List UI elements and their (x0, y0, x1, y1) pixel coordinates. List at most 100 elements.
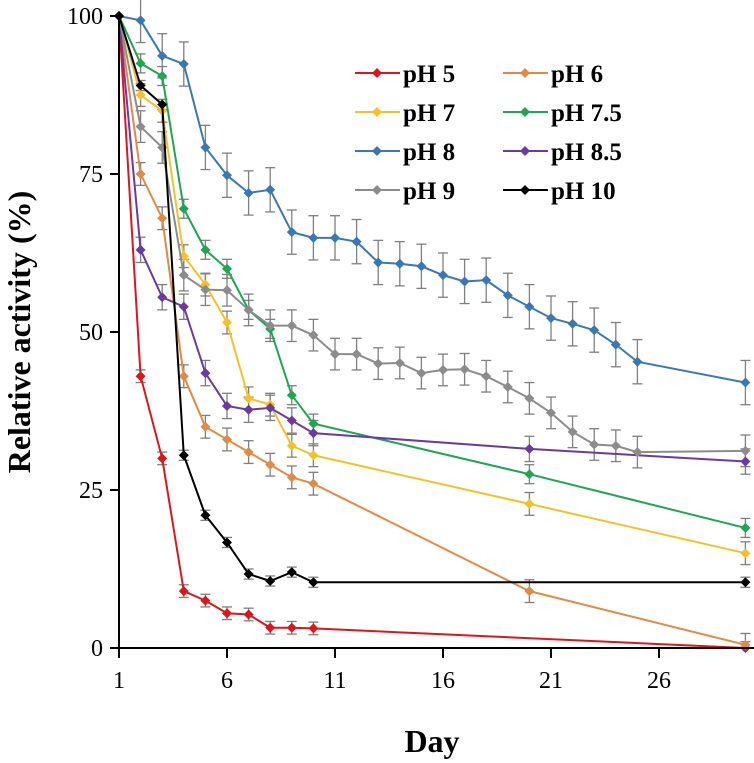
data-point (157, 50, 168, 61)
y-tick-label: 75 (79, 162, 103, 188)
data-point (351, 349, 362, 360)
y-tick-label: 0 (91, 636, 103, 662)
legend-label: pH 6 (551, 61, 603, 88)
data-point (178, 371, 189, 382)
x-tick-label: 11 (323, 668, 346, 694)
data-point (178, 203, 189, 214)
legend-label: pH 7.5 (551, 100, 622, 127)
y-tick-label: 100 (67, 4, 103, 30)
data-point (265, 576, 276, 587)
data-point (740, 522, 751, 533)
data-point (567, 318, 578, 329)
x-tick-label: 21 (539, 668, 563, 694)
data-point (222, 263, 232, 274)
data-point (286, 227, 297, 238)
data-point (632, 447, 643, 458)
data-point (308, 232, 319, 243)
legend: pH 5 pH 6 pH 7 pH 7.5 pH 8 pH 8.5 pH 9 pH 10 (355, 61, 622, 205)
data-point (135, 244, 146, 255)
data-point (135, 169, 146, 179)
legend-label: pH 7 (403, 100, 455, 127)
data-point (265, 459, 276, 470)
data-point (524, 443, 535, 454)
data-point (265, 184, 276, 195)
data-point (502, 381, 513, 392)
data-point (157, 99, 168, 110)
data-point (222, 608, 232, 619)
data-point (740, 577, 751, 588)
data-point (222, 285, 232, 296)
legend-marker (520, 146, 530, 156)
data-point (178, 586, 189, 597)
data-point (308, 418, 319, 429)
data-point (546, 407, 556, 418)
data-point (373, 257, 384, 268)
data-point (286, 622, 297, 633)
data-point (524, 393, 535, 404)
data-point (524, 301, 535, 312)
data-point (178, 270, 189, 281)
data-point (243, 393, 254, 404)
data-point (265, 402, 276, 413)
data-point (481, 275, 492, 286)
y-tick-label: 50 (79, 320, 103, 346)
data-point (135, 58, 146, 69)
data-point (222, 400, 232, 411)
data-point (135, 15, 146, 26)
data-point (135, 371, 146, 382)
data-point (740, 548, 751, 559)
x-tick-label: 16 (431, 668, 455, 694)
y-tick-label: 25 (79, 478, 103, 504)
legend-label: pH 5 (403, 61, 455, 88)
data-point (308, 623, 319, 634)
data-point (610, 440, 621, 451)
legend-marker (520, 185, 530, 195)
data-point (178, 301, 189, 312)
data-point (459, 276, 470, 287)
data-point (330, 349, 340, 360)
legend-item: pH 6 (503, 61, 603, 88)
data-point (243, 447, 254, 458)
legend-item: pH 9 (355, 178, 455, 205)
data-point (394, 357, 405, 368)
data-point (222, 434, 232, 445)
data-point (286, 390, 297, 401)
data-point (200, 368, 211, 379)
data-point (308, 450, 319, 461)
data-point (481, 371, 492, 382)
legend-label: pH 9 (403, 178, 455, 205)
data-point (308, 478, 319, 489)
data-point (135, 90, 146, 100)
data-point (178, 59, 189, 70)
data-point (546, 313, 556, 324)
data-point (438, 364, 448, 375)
legend-marker (372, 185, 382, 195)
data-point (200, 284, 211, 295)
data-point (330, 232, 340, 243)
data-point (200, 595, 211, 606)
data-point (222, 537, 232, 548)
data-point (135, 80, 146, 91)
data-point (308, 330, 319, 341)
data-point (524, 469, 535, 480)
data-point (524, 498, 535, 509)
data-point (286, 415, 297, 426)
x-tick-label: 1 (113, 668, 125, 694)
data-point (157, 292, 168, 303)
series-line-ph-7-5 (118, 15, 746, 529)
data-point (157, 453, 168, 464)
x-tick-label: 26 (647, 668, 671, 694)
data-point (286, 320, 297, 331)
data-point (286, 472, 297, 483)
data-point (740, 377, 751, 388)
legend-item: pH 8.5 (503, 139, 622, 166)
legend-label: pH 8 (403, 139, 455, 166)
data-point (459, 364, 470, 375)
data-point (222, 170, 232, 181)
data-point (394, 258, 405, 269)
data-point (286, 440, 297, 451)
data-point (286, 567, 297, 578)
data-point (438, 270, 448, 281)
